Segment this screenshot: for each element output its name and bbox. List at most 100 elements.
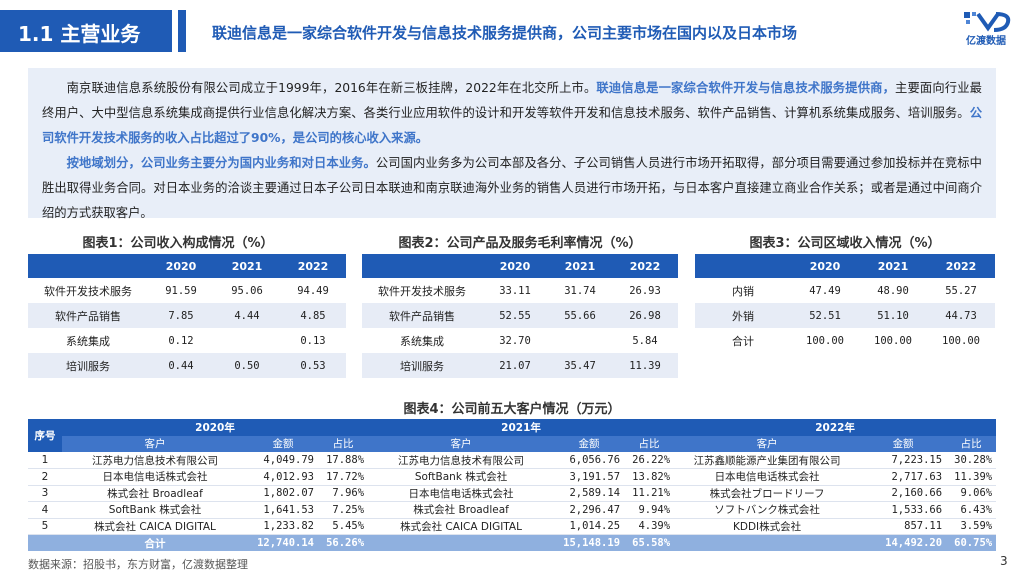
table-cell: 5.45% <box>318 518 369 535</box>
table-cell: ソフトバンク株式会社 <box>674 501 861 519</box>
table-cell: 17.88% <box>318 452 369 469</box>
table-cell: KDDI株式会社 <box>674 518 861 535</box>
table-cell: 1,233.82 <box>248 518 318 535</box>
table-cell: 株式会社 Broadleaf <box>62 485 248 502</box>
table-cell: 35.47 <box>548 353 612 378</box>
year-header: 2021年 <box>368 419 675 436</box>
highlight-text: 联迪信息是一家综合软件开发与信息技术服务提供商， <box>596 81 896 95</box>
year-header: 2020年 <box>62 419 369 436</box>
table-cell: 0.13 <box>300 334 326 347</box>
body-text: 主要面向行业最终用户、大中型信息系统集成商提供行业信息化解决方案、各类行业应用软… <box>42 81 982 120</box>
table-cell: 株式会社 CAICA DIGITAL <box>368 518 555 535</box>
table-cell: 91.59 <box>165 284 197 297</box>
table-cell: 4,049.79 <box>248 452 318 469</box>
sub-header: 金额 <box>248 435 318 452</box>
table-cell: 31.74 <box>564 284 596 297</box>
body-text: 南京联迪信息系统股份有限公司成立于1999年，2016年在新三板挂牌，2022年… <box>66 81 597 95</box>
body-text: 公司国内业务多为公司本部及各分、子公司销售人员进行市场开拓取得，部分项目需要通过… <box>42 156 982 220</box>
sub-header-row: 客户 金额 占比 客户 金额 占比 客户 金额 占比 <box>28 435 997 452</box>
table-cell: 0.50 <box>214 353 280 378</box>
column-header: 2020 <box>482 254 548 278</box>
table-cell: 7.96% <box>318 485 369 502</box>
row-index: 4 <box>28 501 62 519</box>
table-row: 系统集成 0.12 0.13 <box>28 328 346 353</box>
year-header-row: 序号 2020年 2021年 2022年 <box>28 419 997 452</box>
total-cell <box>28 534 62 551</box>
table-row: 内销 47.49 48.90 55.27 <box>695 278 995 303</box>
table-cell: 100.00 <box>874 334 912 347</box>
row-label: 内销 <box>732 284 754 298</box>
column-header: 2021 <box>214 254 280 278</box>
total-cell: 合计 <box>62 534 248 551</box>
table-cell: 33.11 <box>499 284 531 297</box>
index-header: 序号 <box>28 419 62 452</box>
table-cell: 55.66 <box>548 303 612 328</box>
table-cell <box>548 328 612 353</box>
table-cell: 47.49 <box>809 284 841 297</box>
total-cell: 15,148.19 <box>554 534 625 551</box>
table-cell: 2,296.47 <box>554 501 625 519</box>
table-row: 合计 100.00 100.00 100.00 <box>695 328 995 353</box>
page-number: 3 <box>1000 554 1008 568</box>
table-cell: 3,191.57 <box>554 468 625 486</box>
column-header: 2022 <box>612 254 678 278</box>
section-header: 1.1 主营业务 <box>0 10 172 52</box>
column-header <box>28 254 148 278</box>
table-cell: 株式会社ブロードリーフ <box>674 485 861 502</box>
table-cell: 26.22% <box>624 452 675 469</box>
table-row: 软件产品销售 52.55 55.66 26.98 <box>362 303 678 328</box>
table-cell: 6.43% <box>946 501 997 519</box>
table-cell: 1,014.25 <box>554 518 625 535</box>
total-cell <box>368 534 555 551</box>
page-title: 联迪信息是一家综合软件开发与信息技术服务提供商，公司主要市场在国内以及日本市场 <box>212 24 798 42</box>
sub-header: 客户 <box>62 435 248 452</box>
table-row: 外销 52.51 51.10 44.73 <box>695 303 995 328</box>
sub-header: 占比 <box>946 435 997 452</box>
year-header: 2022年 <box>674 419 997 436</box>
table-cell: 11.39 <box>612 353 678 378</box>
table-cell: 江苏电力信息技术有限公司 <box>62 452 248 469</box>
table-cell: 11.39% <box>946 468 997 486</box>
column-header: 2021 <box>548 254 612 278</box>
sub-header: 金额 <box>554 435 625 452</box>
intro-paragraph-2: 按地域划分，公司业务主要分为国内业务和对日本业务。公司国内业务多为公司本部及各分… <box>42 151 982 226</box>
table-cell: 4,012.93 <box>248 468 318 486</box>
sub-header: 金额 <box>860 435 947 452</box>
top-customers-table: 序号 2020年 2021年 2022年 客户 金额 占比 客户 金额 占比 客户 金额 占比 1 江苏… <box>28 419 997 551</box>
table-cell: 7.85 <box>148 303 214 328</box>
highlight-text: 公司软件开发技术服务的收入占比超过了90%，是公司的核心收入来源。 <box>42 106 982 145</box>
total-cell: 60.75% <box>946 534 997 551</box>
table-cell: 13.82% <box>624 468 675 486</box>
revenue-composition-table: 2020 2021 2022 软件开发技术服务 91.59 95.06 94.49 软件产品… <box>28 254 346 378</box>
table-cell <box>214 328 280 353</box>
table-cell: 857.11 <box>860 518 947 535</box>
table-cell: 0.12 <box>168 334 194 347</box>
table-cell: 94.49 <box>297 284 329 297</box>
table-cell: 江苏电力信息技术有限公司 <box>368 452 555 469</box>
total-cell: 56.26% <box>318 534 369 551</box>
table-row: 培训服务 21.07 35.47 11.39 <box>362 353 678 378</box>
table-row: 4 SoftBank 株式会社 1,641.53 7.25% 株式会社 Broadlea… <box>28 501 997 519</box>
table-cell: 1,802.07 <box>248 485 318 502</box>
table-cell: 6,056.76 <box>554 452 625 469</box>
total-cell: 14,492.20 <box>860 534 947 551</box>
column-header: 2021 <box>859 254 927 278</box>
table-cell: 0.53 <box>280 353 346 378</box>
figure-1-title: 图表1：公司收入构成情况（%） <box>82 236 274 251</box>
table-cell: 4.44 <box>214 303 280 328</box>
table-row: 5 株式会社 CAICA DIGITAL 1,233.82 5.45% 株式会社 CAI… <box>28 518 997 535</box>
row-label: 培训服务 <box>28 353 148 378</box>
figure-3-title: 图表3：公司区域收入情况（%） <box>749 236 941 251</box>
column-header: 2022 <box>280 254 346 278</box>
highlight-text: 按地域划分，公司业务主要分为国内业务和对日本业务。 <box>66 156 376 170</box>
table-cell: 1,533.66 <box>860 501 947 519</box>
table-cell: 0.44 <box>148 353 214 378</box>
table-row: 2 日本电信电话株式会社 4,012.93 17.72% SoftBank 株式会社 3,… <box>28 468 997 486</box>
table-cell: 7,223.15 <box>860 452 947 469</box>
total-cell: 12,740.14 <box>248 534 318 551</box>
row-label: 软件产品销售 <box>28 303 148 328</box>
header-stripe <box>178 10 186 52</box>
table-row: 软件开发技术服务 33.11 31.74 26.93 <box>362 278 678 303</box>
table-cell: 7.25% <box>318 501 369 519</box>
table-cell: 5.84 <box>632 334 658 347</box>
